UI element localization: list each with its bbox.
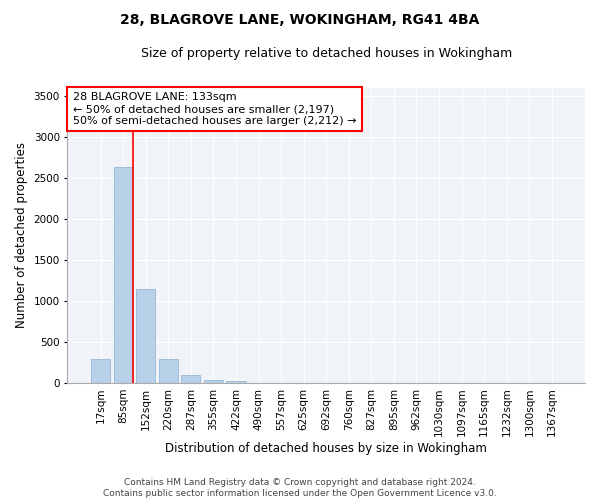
X-axis label: Distribution of detached houses by size in Wokingham: Distribution of detached houses by size …	[165, 442, 487, 455]
Title: Size of property relative to detached houses in Wokingham: Size of property relative to detached ho…	[140, 48, 512, 60]
Bar	[226, 381, 245, 383]
Bar	[204, 380, 223, 383]
Bar	[136, 290, 155, 383]
Bar	[158, 358, 178, 383]
Bar	[181, 374, 200, 383]
Bar	[113, 166, 133, 383]
Text: Contains HM Land Registry data © Crown copyright and database right 2024.
Contai: Contains HM Land Registry data © Crown c…	[103, 478, 497, 498]
Text: 28, BLAGROVE LANE, WOKINGHAM, RG41 4BA: 28, BLAGROVE LANE, WOKINGHAM, RG41 4BA	[121, 12, 479, 26]
Y-axis label: Number of detached properties: Number of detached properties	[15, 142, 28, 328]
Bar	[91, 359, 110, 383]
Text: 28 BLAGROVE LANE: 133sqm
← 50% of detached houses are smaller (2,197)
50% of sem: 28 BLAGROVE LANE: 133sqm ← 50% of detach…	[73, 92, 356, 126]
